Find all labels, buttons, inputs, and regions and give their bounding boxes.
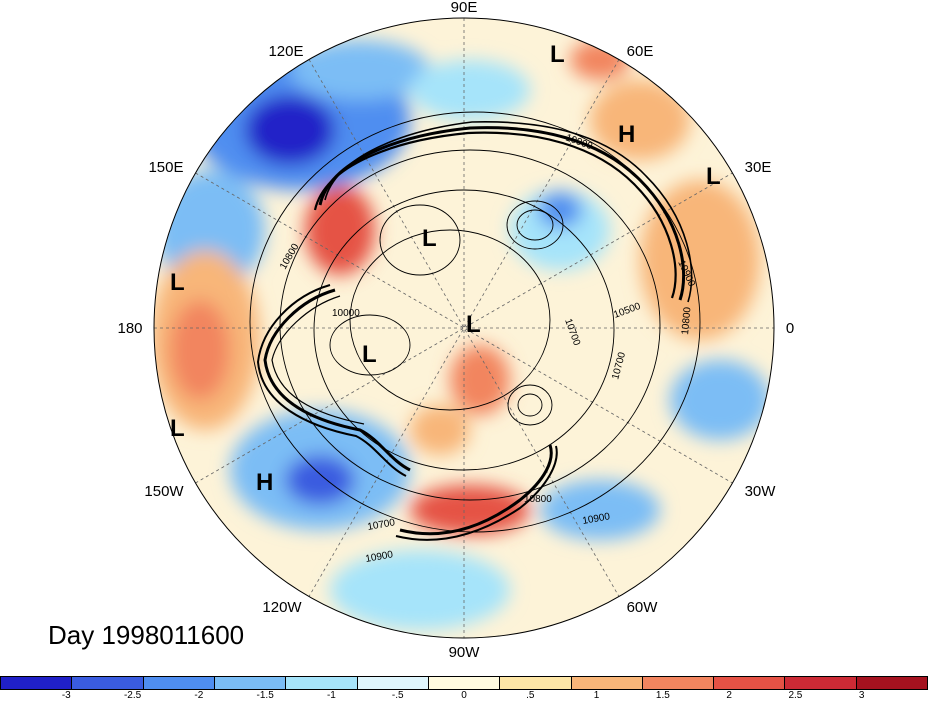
pressure-markers: L H L L L L L L H [170, 41, 721, 496]
colorbar-tick-label: -1.5 [256, 690, 274, 701]
colorbar-tick-label: -2.5 [123, 690, 142, 701]
contour-label: 10900 [365, 549, 395, 565]
low-marker: L [422, 225, 437, 252]
colorbar-tick-label: 2.5 [788, 690, 803, 701]
map-title: Day 1998011600 [48, 620, 245, 650]
colorbar-segment [856, 677, 928, 689]
lon-label-60e: 60E [627, 43, 654, 60]
low-marker: L [170, 269, 185, 296]
colorbar-segment [714, 677, 786, 689]
colorbar-tick-label: 1 [593, 690, 600, 701]
low-marker: L [362, 341, 377, 368]
low-marker: L [550, 41, 565, 68]
contour-label: 10900 [582, 511, 612, 527]
colorbar-segment [214, 677, 287, 689]
colorbar-ticks: -3 -2.5 -2 -1.5 -1 -.5 0 .5 1 1.5 2 2.5 3 [0, 690, 928, 702]
colorbar-tick-label: .5 [526, 690, 535, 701]
lon-label-150e: 150E [148, 159, 183, 176]
lon-label-30w: 30W [745, 483, 777, 500]
colorbar [0, 676, 928, 690]
lon-label-90e: 90E [451, 0, 478, 16]
colorbar-segment [1, 677, 73, 689]
high-marker: H [618, 121, 635, 148]
map-boundary [153, 17, 775, 639]
low-marker: L [706, 163, 721, 190]
contour-label: 10800 [680, 306, 693, 335]
lon-label-150w: 150W [144, 483, 184, 500]
lon-label-0: 0 [786, 320, 794, 337]
colorbar-tick-label: -1 [326, 690, 336, 701]
lon-label-30e: 30E [745, 159, 772, 176]
lon-label-180: 180 [117, 320, 142, 337]
colorbar-tick-label: -3 [61, 690, 71, 701]
low-marker: L [170, 415, 185, 442]
colorbar-segment [428, 677, 501, 689]
colorbar-segment [571, 677, 643, 689]
lon-label-90w: 90W [449, 644, 481, 661]
colorbar-segment [357, 677, 429, 689]
longitude-labels: 90E 60E 30E 0 30W 60W 90W 120W 150W 180 … [117, 0, 794, 661]
contour-label: 10000 [332, 308, 360, 319]
low-marker: L [466, 311, 481, 338]
colorbar-tick-label: 1.5 [655, 690, 670, 701]
colorbar-segment [143, 677, 215, 689]
colorbar-segment [642, 677, 715, 689]
lon-label-120w: 120W [262, 599, 302, 616]
colorbar-segment [72, 677, 144, 689]
colorbar-segment [286, 677, 358, 689]
lon-label-60w: 60W [627, 599, 659, 616]
colorbar-tick-label: 3 [858, 690, 865, 701]
anomaly-field [154, 18, 774, 638]
colorbar-tick-label: -.5 [391, 690, 404, 701]
contour-label: 10800 [524, 494, 552, 505]
colorbar-segment [500, 677, 572, 689]
colorbar-tick-label: 2 [726, 690, 732, 701]
colorbar-segment [785, 677, 857, 689]
high-marker: H [256, 469, 273, 496]
colorbar-tick-label: -2 [194, 690, 204, 701]
lon-label-120e: 120E [268, 43, 303, 60]
contour-label: 10700 [367, 517, 397, 533]
height-contours [249, 111, 701, 541]
colorbar-tick-label: 0 [461, 690, 467, 701]
